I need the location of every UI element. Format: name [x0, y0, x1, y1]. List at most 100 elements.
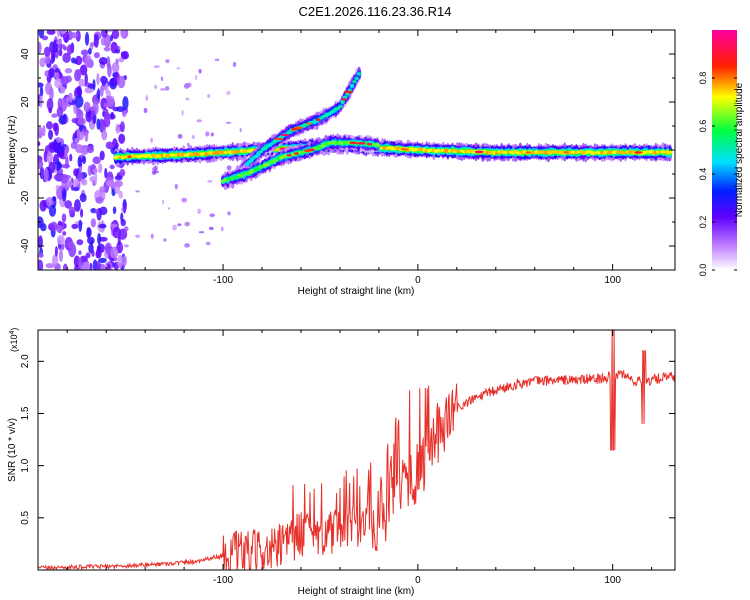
noise-blob [68, 241, 75, 249]
noise-blob [153, 65, 160, 68]
noise-blob [74, 199, 81, 212]
noise-blob [177, 223, 182, 227]
noise-blob [48, 107, 53, 114]
noise-blob [77, 117, 86, 126]
noise-blob [84, 131, 89, 143]
noise-blob [73, 168, 79, 177]
noise-blob [121, 255, 127, 267]
noise-blob [103, 116, 111, 128]
noise-blob [80, 146, 89, 156]
noise-blob [91, 249, 95, 257]
trace-cell [258, 150, 264, 154]
noise-blob [45, 196, 54, 207]
noise-blob [94, 171, 98, 186]
noise-blob [108, 143, 115, 149]
noise-blob [232, 61, 237, 68]
noise-blob [167, 207, 171, 210]
noise-blob [198, 68, 202, 74]
noise-blob [99, 186, 106, 193]
noise-blob [45, 263, 55, 269]
noise-blob [77, 172, 84, 182]
noise-blob [80, 178, 88, 186]
x-tick-label: 100 [604, 275, 621, 286]
noise-blob [65, 75, 72, 83]
noise-blob [38, 252, 44, 258]
trace-peak [634, 151, 642, 154]
noise-blob [135, 190, 140, 193]
noise-blob [46, 98, 54, 111]
noise-blob [61, 188, 67, 202]
noise-blob [49, 86, 54, 101]
trace-peak [274, 137, 284, 141]
noise-blob [98, 223, 107, 229]
noise-blob [78, 219, 83, 232]
snr-panel: -100 0 100 0.5 1.0 1.5 2.0 Height of straight … [7, 328, 676, 597]
noise-blob [74, 92, 78, 98]
noise-blob [121, 30, 125, 38]
noise-blob [97, 233, 102, 245]
noise-blob [56, 159, 60, 172]
snr-scale-exponent: 4 [9, 330, 16, 334]
noise-blob [123, 244, 129, 248]
noise-blob [90, 218, 97, 228]
noise-blob [83, 101, 91, 113]
noise-blob [205, 131, 210, 137]
noise-blob [109, 246, 119, 259]
noise-blob [77, 156, 83, 167]
noise-blob [119, 121, 125, 133]
colorbar-gradient [712, 30, 737, 270]
noise-blob [191, 134, 195, 139]
noise-blob [43, 46, 51, 57]
noise-blob [93, 168, 98, 174]
colorbar-label: Normalized spectral amplitude [734, 82, 745, 217]
noise-blob [100, 37, 106, 46]
snr-xlabel: Height of straight line (km) [298, 586, 415, 597]
trace-peak [344, 90, 353, 94]
noise-blob [74, 95, 84, 108]
noise-blob [98, 257, 107, 264]
noise-blob [123, 226, 129, 232]
noise-blob [122, 96, 129, 110]
trace-peak [315, 118, 321, 121]
noise-blob [49, 221, 58, 232]
trace-cell [246, 160, 252, 164]
noise-blob [60, 243, 65, 251]
noise-blob [107, 263, 111, 270]
noise-blob [48, 129, 54, 140]
noise-blob [43, 150, 48, 163]
noise-blob [184, 221, 191, 227]
noise-blob [38, 126, 44, 139]
noise-blob [214, 58, 220, 61]
noise-blob [226, 90, 231, 96]
noise-blob [145, 95, 149, 101]
noise-blob [150, 233, 154, 239]
colorbar-tick-label: 0.2 [698, 216, 708, 229]
noise-blob [79, 64, 88, 76]
chart-title: C2E1.2026.116.23.36.R14 [299, 4, 452, 19]
noise-blob [87, 83, 95, 89]
noise-blob [84, 73, 88, 85]
noise-blob [57, 151, 64, 158]
noise-blob [60, 30, 67, 35]
noise-blob [56, 106, 64, 118]
noise-blob [72, 182, 79, 187]
trace-peak [355, 142, 366, 145]
noise-blob [38, 141, 41, 147]
trace-peak [303, 149, 312, 152]
noise-blob [89, 42, 96, 47]
noise-blob [78, 78, 85, 87]
noise-blob [176, 67, 180, 70]
y-tick-label: 2.0 [20, 354, 31, 368]
noise-blob [68, 206, 76, 216]
noise-blob [84, 32, 90, 46]
noise-blob [78, 123, 83, 132]
noise-blob [93, 52, 100, 59]
noise-blob [69, 153, 73, 162]
noise-blob [56, 30, 61, 38]
noise-blob [40, 223, 47, 232]
noise-blob [86, 236, 95, 245]
noise-blob [62, 113, 67, 120]
noise-blob [150, 137, 153, 144]
noise-blob [48, 161, 55, 174]
spectrogram-axis-ticks: -100 0 100 -40 -20 0 20 40 [20, 29, 675, 286]
